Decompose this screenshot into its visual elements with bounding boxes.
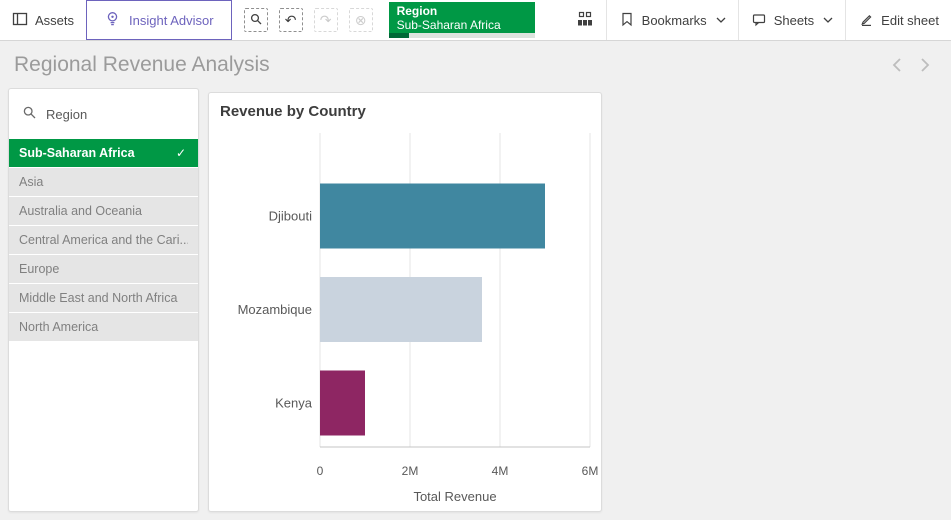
sheet-navigation <box>891 56 931 74</box>
search-icon <box>249 12 263 28</box>
filter-item-label: Australia and Oceania <box>19 204 142 218</box>
bookmarks-label: Bookmarks <box>641 12 707 28</box>
filter-field-label: Region <box>46 106 88 122</box>
bar-chart-svg: 0 2M 4M 6M Djibouti Mozambique Kenya Total Reve… <box>238 133 599 504</box>
selection-progress-fill <box>388 33 409 38</box>
undo-selection-button[interactable]: ↶ <box>278 8 303 32</box>
filter-item-central-america-and-the-cari[interactable]: Central America and the Cari... <box>9 226 198 254</box>
region-filter-pane: Region Sub-Saharan Africa ✓ Asia Australia … <box>8 88 199 512</box>
selection-chip-field: Region <box>396 3 438 18</box>
insight-advisor-label: Insight Advisor <box>129 12 214 28</box>
selection-controls: ↶ ↷ ⊗ <box>232 0 385 40</box>
filter-item-australia-and-oceania[interactable]: Australia and Oceania <box>9 197 198 225</box>
chevron-down-icon <box>716 17 726 23</box>
category-label: Mozambique <box>238 302 312 317</box>
toolbar-separator <box>605 0 607 40</box>
filter-item-sub-saharan-africa[interactable]: Sub-Saharan Africa ✓ <box>9 139 198 167</box>
undo-icon: ↶ <box>284 12 297 28</box>
filter-list: Sub-Saharan Africa ✓ Asia Australia and Oce… <box>9 139 198 341</box>
redo-icon: ↷ <box>319 12 332 28</box>
sheets-label: Sheets <box>773 12 815 28</box>
selection-chip-value: Sub-Saharan Africa <box>396 17 501 32</box>
checkmark-icon: ✓ <box>175 146 186 160</box>
grid-icon <box>576 11 594 30</box>
search-icon <box>22 105 37 123</box>
category-label: Kenya <box>275 396 313 411</box>
x-tick-label: 4M <box>492 464 509 478</box>
filter-item-label: Middle East and North Africa <box>19 291 178 305</box>
edit-sheet-button[interactable]: Edit sheet <box>846 0 951 40</box>
left-panel-icon <box>12 11 28 30</box>
filter-header[interactable]: Region <box>9 89 198 139</box>
bar-djibouti[interactable] <box>320 183 545 249</box>
filter-item-middle-east-and-north-africa[interactable]: Middle East and North Africa <box>9 284 198 312</box>
edit-sheet-label: Edit sheet <box>881 12 939 28</box>
selection-chip-region[interactable]: Region Sub-Saharan Africa <box>388 2 535 38</box>
insight-advisor-button[interactable]: Insight Advisor <box>86 0 232 40</box>
x-tick-label: 2M <box>402 464 419 478</box>
sheets-button[interactable]: Sheets <box>739 0 845 40</box>
lightbulb-icon <box>104 10 121 30</box>
filter-item-label: Sub-Saharan Africa <box>19 146 135 160</box>
bookmark-icon <box>619 11 635 30</box>
sheet-icon <box>751 11 767 30</box>
filter-item-label: Central America and the Cari... <box>19 233 188 247</box>
bar-kenya[interactable] <box>320 370 365 436</box>
next-sheet-button[interactable] <box>919 56 931 74</box>
sheet-title: Regional Revenue Analysis <box>14 53 270 76</box>
toolbar: Assets Insight Advisor ↶ ↷ ⊗ R <box>0 0 951 41</box>
x-tick-label: 6M <box>582 464 599 478</box>
filter-item-asia[interactable]: Asia <box>9 168 198 196</box>
assets-label: Assets <box>35 12 75 28</box>
sheet-titlebar: Regional Revenue Analysis <box>0 42 951 88</box>
chevron-down-icon <box>823 17 833 23</box>
x-tick-label: 0 <box>317 464 324 478</box>
previous-sheet-button[interactable] <box>891 56 903 74</box>
filter-item-label: North America <box>19 320 99 334</box>
category-label: Djibouti <box>269 209 312 224</box>
x-axis-title: Total Revenue <box>413 489 496 504</box>
toolbar-separator <box>737 0 739 40</box>
clear-icon: ⊗ <box>354 12 367 28</box>
filter-item-label: Asia <box>19 175 44 189</box>
toolbar-right: Bookmarks Sheets Edit sheet <box>564 0 951 40</box>
filter-item-label: Europe <box>19 262 60 276</box>
chart-title: Revenue by Country <box>220 103 366 120</box>
selection-progress-track <box>388 33 535 38</box>
filter-item-europe[interactable]: Europe <box>9 255 198 283</box>
app-overview-button[interactable] <box>564 0 606 40</box>
pencil-icon <box>858 11 874 30</box>
toolbar-separator <box>845 0 847 40</box>
assets-button[interactable]: Assets <box>0 0 86 40</box>
bar-mozambique[interactable] <box>320 277 482 342</box>
filter-item-north-america[interactable]: North America <box>9 313 198 341</box>
redo-selection-button[interactable]: ↷ <box>313 8 338 32</box>
revenue-by-country-chart: Revenue by Country 0 2M 4M 6M Djibouti Mozamb… <box>208 92 602 512</box>
smart-search-button[interactable] <box>243 8 268 32</box>
bookmarks-button[interactable]: Bookmarks <box>607 0 738 40</box>
clear-selections-button[interactable]: ⊗ <box>348 8 373 32</box>
